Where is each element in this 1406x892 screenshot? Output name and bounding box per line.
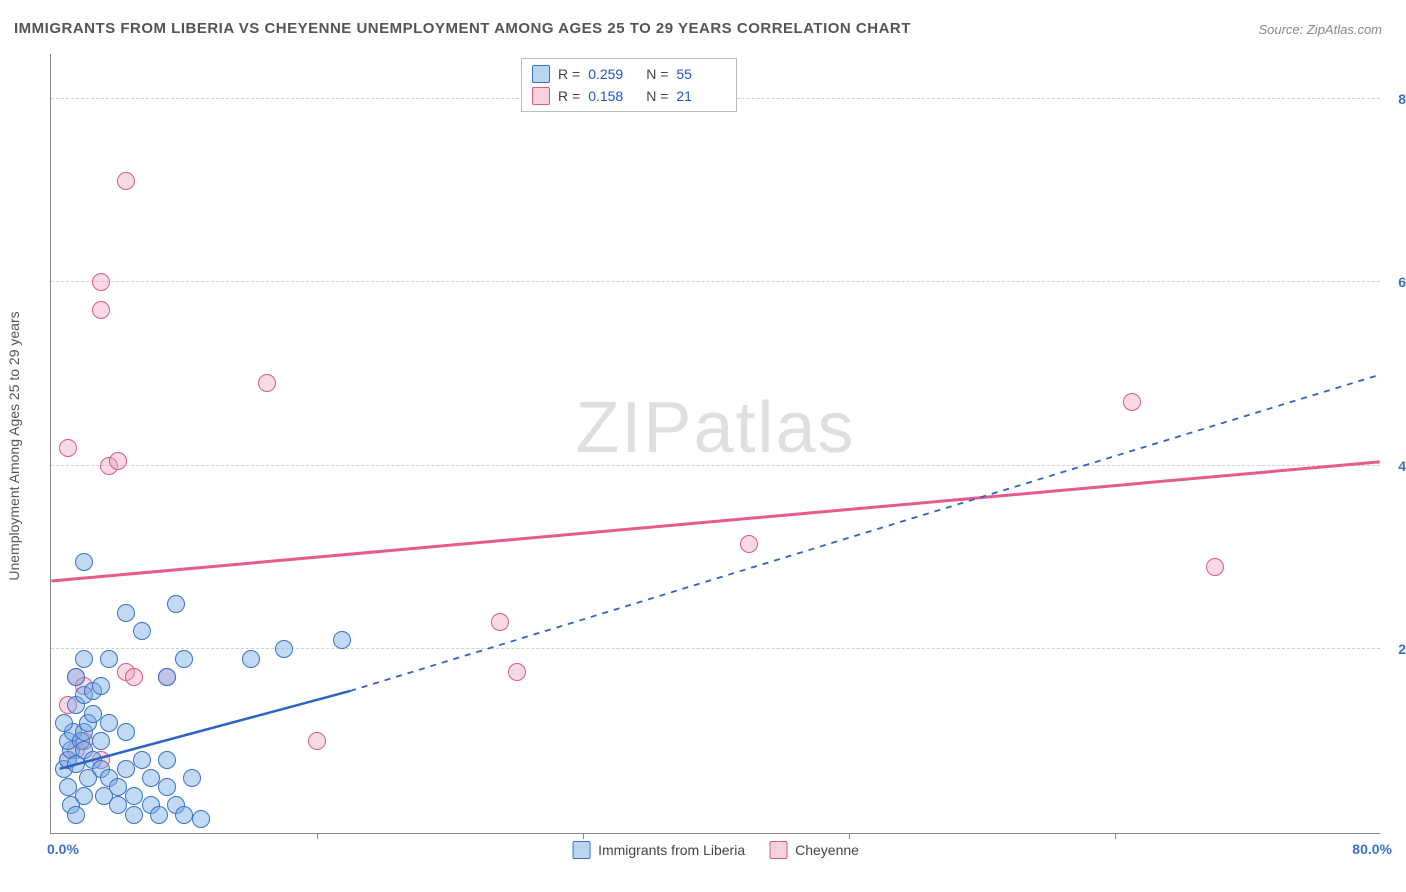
y-tick-label: 80.0% bbox=[1398, 91, 1406, 107]
y-tick-label: 20.0% bbox=[1398, 641, 1406, 657]
y-axis-label: Unemployment Among Ages 25 to 29 years bbox=[6, 311, 22, 580]
scatter-point-liberia bbox=[117, 760, 135, 778]
scatter-point-liberia bbox=[117, 604, 135, 622]
scatter-point-cheyenne bbox=[491, 613, 509, 631]
swatch-blue-icon bbox=[572, 841, 590, 859]
gridline-h bbox=[51, 281, 1380, 282]
scatter-point-liberia bbox=[92, 677, 110, 695]
scatter-point-cheyenne bbox=[1206, 558, 1224, 576]
n-label: N = bbox=[646, 85, 668, 107]
scatter-point-liberia bbox=[75, 553, 93, 571]
scatter-point-liberia bbox=[183, 769, 201, 787]
scatter-point-cheyenne bbox=[92, 301, 110, 319]
scatter-point-liberia bbox=[275, 640, 293, 658]
r-label: R = bbox=[558, 63, 580, 85]
legend-label: Immigrants from Liberia bbox=[598, 842, 745, 858]
scatter-point-liberia bbox=[109, 796, 127, 814]
x-tick-mark bbox=[1115, 833, 1116, 839]
scatter-point-cheyenne bbox=[508, 663, 526, 681]
r-value: 0.158 bbox=[588, 85, 638, 107]
scatter-point-liberia bbox=[167, 595, 185, 613]
scatter-point-liberia bbox=[192, 810, 210, 828]
scatter-point-liberia bbox=[158, 751, 176, 769]
scatter-point-liberia bbox=[117, 723, 135, 741]
scatter-point-liberia bbox=[59, 778, 77, 796]
scatter-point-liberia bbox=[109, 778, 127, 796]
scatter-point-cheyenne bbox=[125, 668, 143, 686]
n-value: 55 bbox=[676, 63, 726, 85]
legend-item-cheyenne: Cheyenne bbox=[769, 841, 859, 859]
scatter-point-liberia bbox=[92, 732, 110, 750]
scatter-point-liberia bbox=[333, 631, 351, 649]
scatter-point-cheyenne bbox=[117, 172, 135, 190]
scatter-point-liberia bbox=[175, 806, 193, 824]
scatter-point-liberia bbox=[133, 622, 151, 640]
scatter-point-liberia bbox=[125, 787, 143, 805]
n-label: N = bbox=[646, 63, 668, 85]
scatter-point-cheyenne bbox=[1123, 393, 1141, 411]
scatter-point-liberia bbox=[142, 769, 160, 787]
trend-line bbox=[51, 462, 1379, 581]
swatch-pink-icon bbox=[769, 841, 787, 859]
chart-source: Source: ZipAtlas.com bbox=[1258, 22, 1382, 37]
scatter-point-cheyenne bbox=[308, 732, 326, 750]
x-tick-mark bbox=[317, 833, 318, 839]
scatter-point-liberia bbox=[84, 705, 102, 723]
legend-stats: R = 0.259 N = 55 R = 0.158 N = 21 bbox=[521, 58, 737, 112]
scatter-point-liberia bbox=[175, 650, 193, 668]
r-value: 0.259 bbox=[588, 63, 638, 85]
scatter-point-liberia bbox=[75, 650, 93, 668]
scatter-point-liberia bbox=[100, 650, 118, 668]
scatter-point-cheyenne bbox=[258, 374, 276, 392]
x-tick-max: 80.0% bbox=[1352, 841, 1392, 857]
trend-lines bbox=[51, 54, 1380, 833]
legend-stats-row-0: R = 0.259 N = 55 bbox=[532, 63, 726, 85]
y-tick-label: 60.0% bbox=[1398, 274, 1406, 290]
trend-line bbox=[350, 375, 1379, 691]
scatter-point-liberia bbox=[67, 668, 85, 686]
x-tick-mark bbox=[849, 833, 850, 839]
x-tick-min: 0.0% bbox=[47, 841, 79, 857]
scatter-point-liberia bbox=[125, 806, 143, 824]
scatter-point-liberia bbox=[242, 650, 260, 668]
x-tick-mark bbox=[583, 833, 584, 839]
plot-area: ZIPatlas 20.0%40.0%60.0%80.0% R = 0.259 … bbox=[50, 54, 1380, 834]
scatter-point-cheyenne bbox=[740, 535, 758, 553]
scatter-point-liberia bbox=[158, 668, 176, 686]
chart-title: IMMIGRANTS FROM LIBERIA VS CHEYENNE UNEM… bbox=[14, 20, 911, 37]
r-label: R = bbox=[558, 85, 580, 107]
scatter-point-cheyenne bbox=[92, 273, 110, 291]
scatter-point-liberia bbox=[158, 778, 176, 796]
scatter-point-liberia bbox=[67, 806, 85, 824]
swatch-blue-icon bbox=[532, 65, 550, 83]
legend-item-liberia: Immigrants from Liberia bbox=[572, 841, 745, 859]
gridline-h bbox=[51, 465, 1380, 466]
swatch-pink-icon bbox=[532, 87, 550, 105]
scatter-point-liberia bbox=[75, 787, 93, 805]
y-tick-label: 40.0% bbox=[1398, 458, 1406, 474]
scatter-point-liberia bbox=[150, 806, 168, 824]
scatter-point-cheyenne bbox=[59, 439, 77, 457]
legend-label: Cheyenne bbox=[795, 842, 859, 858]
watermark: ZIPatlas bbox=[575, 387, 855, 469]
scatter-point-liberia bbox=[133, 751, 151, 769]
scatter-point-cheyenne bbox=[109, 452, 127, 470]
legend-stats-row-1: R = 0.158 N = 21 bbox=[532, 85, 726, 107]
n-value: 21 bbox=[676, 85, 726, 107]
legend-bottom: Immigrants from Liberia Cheyenne bbox=[572, 841, 859, 859]
scatter-point-liberia bbox=[55, 714, 73, 732]
scatter-point-liberia bbox=[100, 714, 118, 732]
scatter-point-liberia bbox=[79, 769, 97, 787]
